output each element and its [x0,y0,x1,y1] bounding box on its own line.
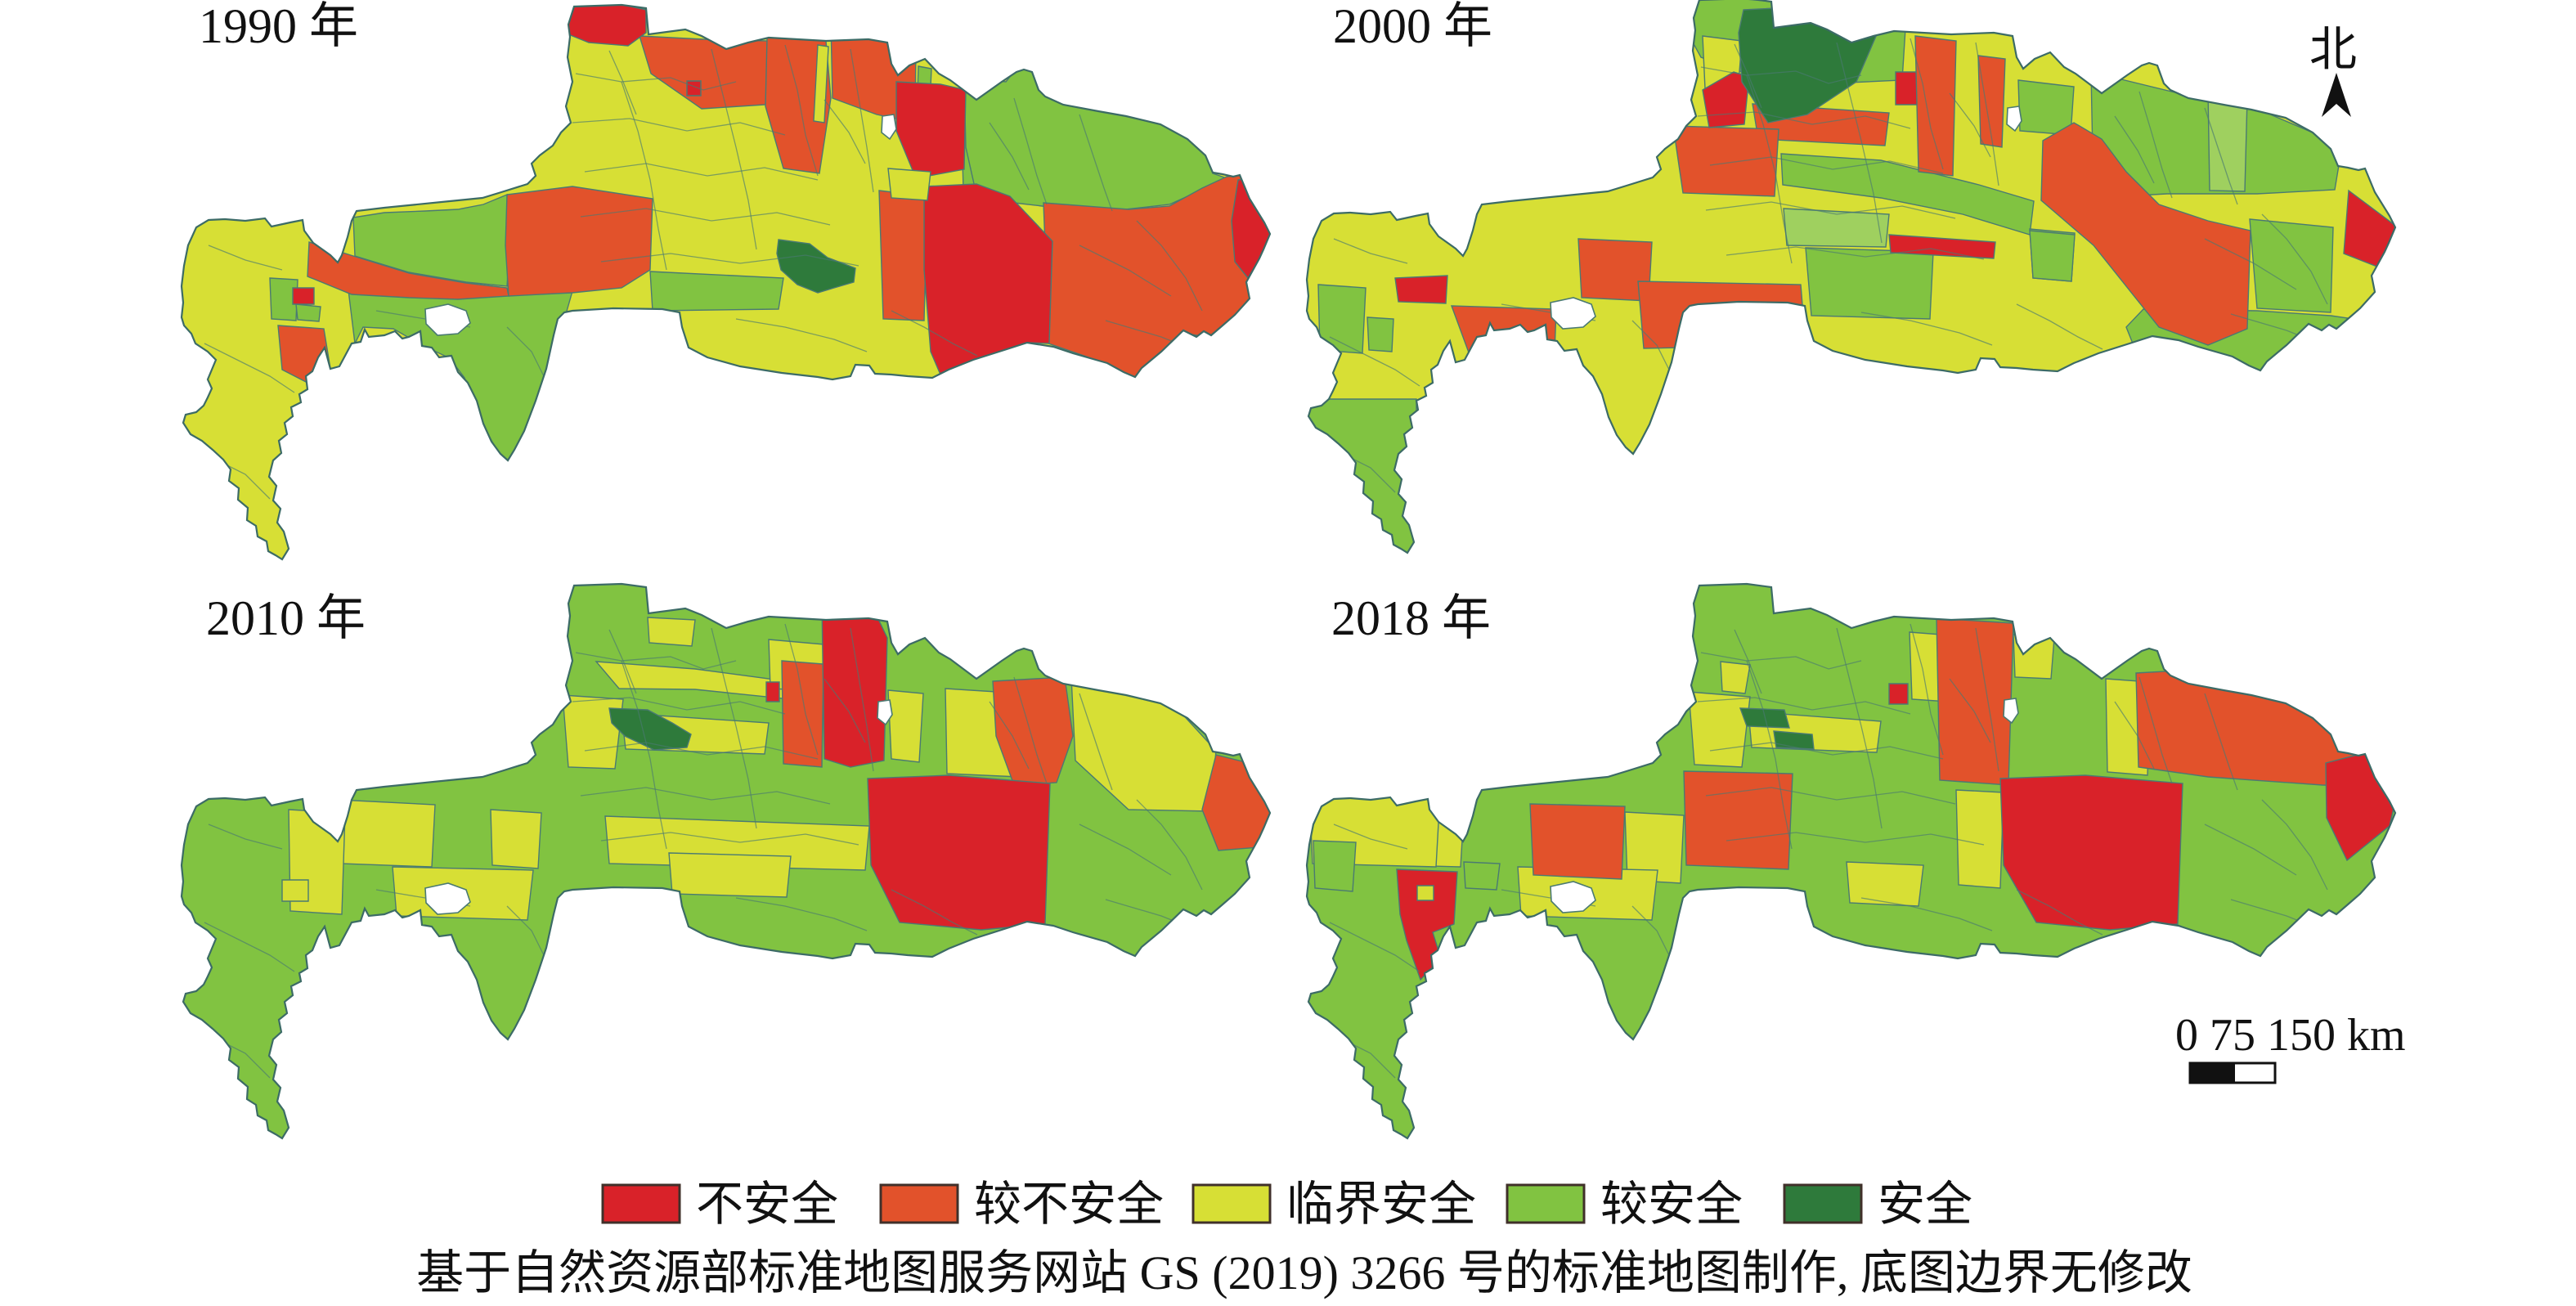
svg-text:2010 年: 2010 年 [206,591,366,645]
svg-text:1990 年: 1990 年 [199,0,358,53]
svg-text:基于自然资源部标准地图服务网站 GS (2019) 3266: 基于自然资源部标准地图服务网站 GS (2019) 3266 号的标准地图制作,… [416,1246,2192,1299]
svg-text:较不安全: 较不安全 [974,1178,1164,1231]
svg-text:北: 北 [2309,23,2357,76]
svg-text:0 75 150 km: 0 75 150 km [2175,1010,2406,1061]
svg-text:2018 年: 2018 年 [1331,591,1491,645]
svg-text:2000 年: 2000 年 [1333,0,1492,53]
svg-text:安全: 安全 [1878,1178,1972,1231]
svg-text:不安全: 不安全 [696,1178,838,1231]
svg-text:较安全: 较安全 [1600,1178,1743,1231]
svg-text:临界安全: 临界安全 [1286,1178,1476,1231]
